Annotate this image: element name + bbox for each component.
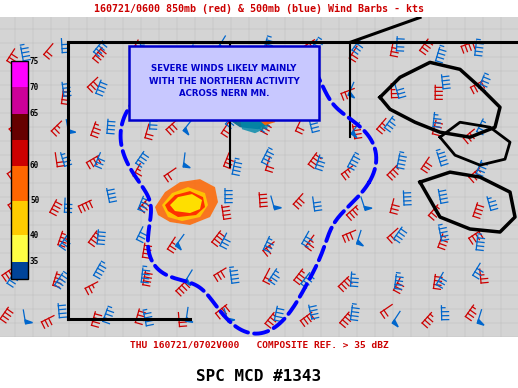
Bar [11,114,28,140]
Text: 50: 50 [30,196,39,205]
FancyBboxPatch shape [129,47,319,120]
Polygon shape [348,92,355,98]
Polygon shape [218,45,224,52]
Polygon shape [258,107,278,125]
Polygon shape [165,191,205,217]
Text: 65: 65 [30,109,39,118]
Polygon shape [183,163,190,168]
Polygon shape [357,240,364,246]
Bar [11,236,28,262]
Polygon shape [68,130,76,133]
Polygon shape [478,319,484,325]
Polygon shape [155,179,218,225]
Text: SPC MCD #1343: SPC MCD #1343 [196,369,322,384]
Text: 40: 40 [30,231,39,240]
Bar [11,61,28,279]
Polygon shape [25,320,33,324]
Polygon shape [274,206,281,210]
Text: THU 160721/0702V000   COMPOSITE REF. > 35 dBZ: THU 160721/0702V000 COMPOSITE REF. > 35 … [130,341,388,350]
Polygon shape [227,318,235,322]
Polygon shape [228,95,278,129]
Polygon shape [19,161,25,165]
Bar [11,61,28,87]
Text: 70: 70 [30,83,39,92]
Polygon shape [170,194,202,213]
Bar [11,166,28,201]
Polygon shape [364,206,372,210]
Text: 75: 75 [30,57,39,66]
Polygon shape [176,242,181,250]
Text: 35: 35 [30,257,39,266]
Bar [11,140,28,166]
Polygon shape [162,187,208,221]
Polygon shape [351,131,357,138]
Bar [11,262,28,279]
Polygon shape [392,320,398,327]
Polygon shape [240,112,268,133]
Polygon shape [186,317,193,322]
Text: 60: 60 [30,161,39,170]
Polygon shape [185,279,191,286]
Polygon shape [307,85,314,90]
Text: SEVERE WINDS LIKELY MAINLY
WITH THE NORTHERN ACTIVITY
ACROSS NERN MN.: SEVERE WINDS LIKELY MAINLY WITH THE NORT… [149,64,299,98]
Text: 160721/0600 850mb (red) & 500mb (blue) Wind Barbs - kts: 160721/0600 850mb (red) & 500mb (blue) W… [94,4,424,14]
Bar [11,201,28,236]
Polygon shape [183,128,189,135]
Polygon shape [264,110,276,121]
Bar [11,87,28,114]
